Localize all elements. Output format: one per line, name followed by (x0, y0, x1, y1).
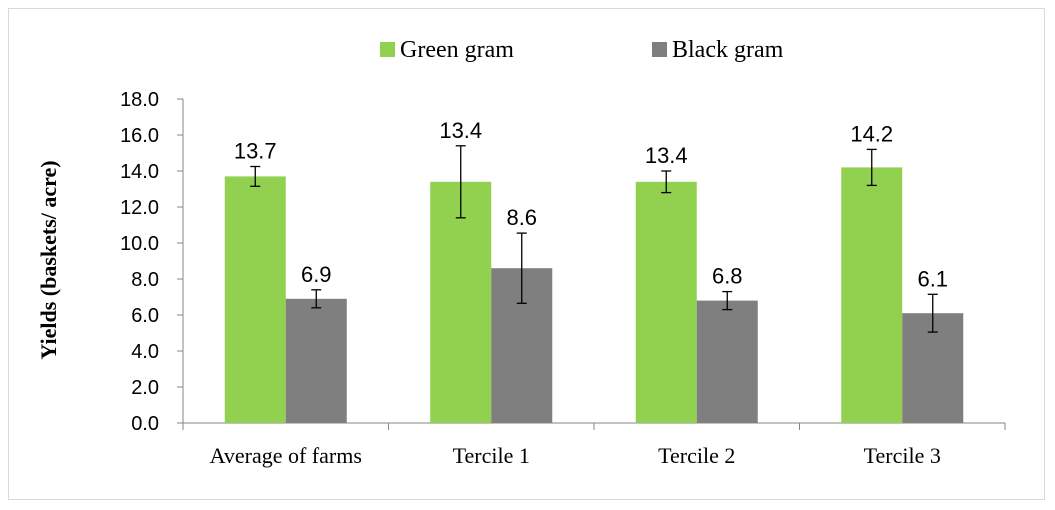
data-label: 6.9 (301, 262, 332, 287)
data-label: 6.1 (917, 266, 948, 291)
y-tick-label: 2.0 (131, 377, 159, 399)
x-tick-label: Tercile 3 (864, 443, 941, 468)
legend-swatch (380, 42, 395, 57)
data-label: 14.2 (850, 121, 893, 146)
data-label: 13.4 (645, 143, 688, 168)
data-label: 6.8 (712, 264, 743, 289)
data-label: 13.4 (439, 118, 482, 143)
x-axis: Average of farms Tercile 1 Tercile 2 Tercil… (182, 422, 1006, 468)
y-tick-label: 6.0 (131, 305, 159, 327)
y-tick-label: 0.0 (131, 413, 159, 435)
y-axis-label: Yields (baskets/ acre) (36, 160, 61, 359)
y-axis: 0.0 2.0 4.0 6.0 8.0 10.0 12.0 14.0 16.0 18.0 (120, 89, 184, 435)
y-tick-label: 14.0 (120, 161, 159, 183)
bar-black-gram (696, 300, 758, 423)
y-tick-label: 16.0 (120, 125, 159, 147)
y-tick-label: 12.0 (120, 197, 159, 219)
legend-swatch (652, 42, 667, 57)
x-tick-label: Average of farms (210, 443, 362, 468)
bar-green-gram (841, 167, 903, 423)
bars: 13.7 13.4 13.4 14.2 6.9 8.6 6.8 6.1 (224, 118, 964, 423)
x-tick-label: Tercile 2 (658, 443, 735, 468)
bar-black-gram (285, 298, 347, 423)
data-label: 8.6 (506, 205, 537, 230)
y-tick-label: 4.0 (131, 341, 159, 363)
legend-label: Green gram (400, 37, 514, 63)
bar-green-gram (430, 181, 492, 423)
y-tick-label: 10.0 (120, 233, 159, 255)
data-label: 13.7 (234, 139, 277, 164)
legend: Green gram Black gram (380, 37, 784, 63)
y-tick-label: 8.0 (131, 269, 159, 291)
x-tick-label: Tercile 1 (453, 443, 530, 468)
bar-green-gram (224, 176, 286, 423)
legend-label: Black gram (672, 37, 784, 63)
bar-green-gram (635, 181, 697, 423)
y-tick-label: 18.0 (120, 89, 159, 111)
